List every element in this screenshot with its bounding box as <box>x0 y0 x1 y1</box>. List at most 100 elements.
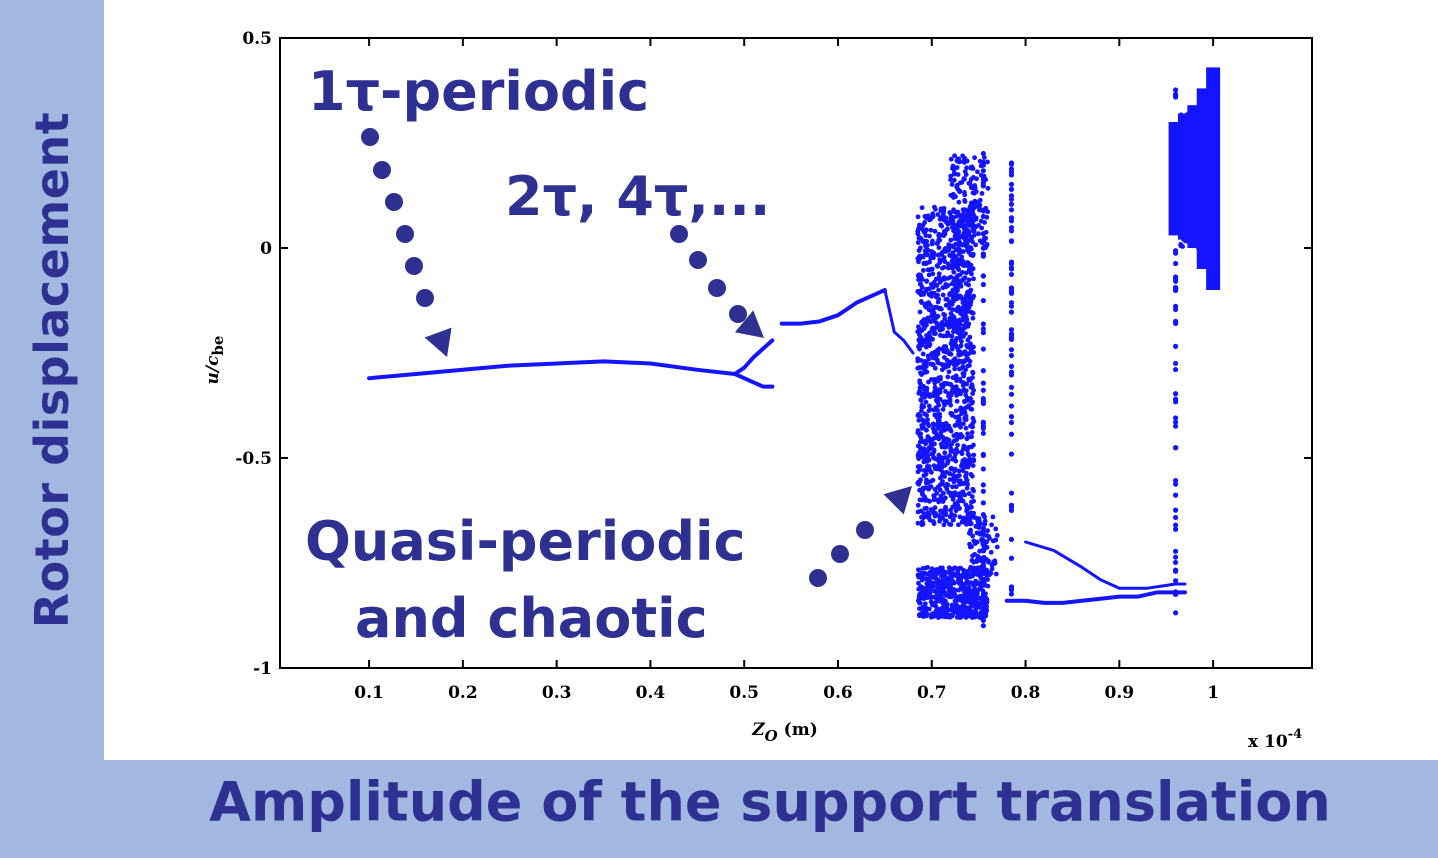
chaos-point <box>946 362 951 368</box>
chaos-point <box>967 541 972 547</box>
chaos-point <box>923 344 929 350</box>
chaos-point <box>921 325 927 331</box>
chaos-point <box>968 200 974 206</box>
chaos-point <box>974 596 980 602</box>
chaos-point <box>917 433 923 438</box>
series-lower-branch <box>1004 590 1187 605</box>
streak-point <box>1008 285 1015 291</box>
chaos-point <box>934 432 940 438</box>
chaos-point <box>952 513 958 519</box>
streak-point <box>980 346 986 352</box>
chaos-point <box>939 382 944 388</box>
chaos-point <box>916 390 922 396</box>
chaos-point <box>974 176 979 182</box>
chaos-point <box>926 593 931 599</box>
chaos-point <box>1181 236 1186 242</box>
chaos-point <box>1200 231 1206 236</box>
chaos-point <box>928 227 934 233</box>
chaos-point <box>952 423 958 428</box>
chaos-point <box>963 243 969 248</box>
x-tick-label: 0.4 <box>636 683 666 703</box>
chaos-point <box>957 239 963 245</box>
chaos-point <box>944 320 950 325</box>
annotation-quasi-periodic: Quasi-periodic <box>305 510 746 573</box>
chaos-point <box>942 399 948 405</box>
chaos-point <box>919 402 925 408</box>
chaos-point <box>974 200 980 206</box>
chaos-point <box>961 277 966 282</box>
chaos-point <box>916 277 921 283</box>
streak-point <box>980 430 986 436</box>
chaos-point <box>924 260 930 266</box>
chaos-point <box>1206 187 1211 193</box>
streak-point <box>1172 526 1179 532</box>
arrow-dot <box>689 251 707 269</box>
chaos-point <box>950 456 956 462</box>
chaos-point <box>985 577 990 582</box>
chaos-point <box>961 567 966 573</box>
chaos-point <box>937 305 943 311</box>
chaos-point <box>924 278 930 284</box>
chaos-point <box>1195 184 1201 190</box>
chaos-point <box>968 384 974 390</box>
chaos-point <box>963 425 969 431</box>
chaos-point <box>948 594 954 600</box>
arrow-dot <box>385 193 403 211</box>
chaos-point <box>1183 123 1188 128</box>
chaos-point <box>934 571 940 576</box>
chaos-point <box>926 576 932 581</box>
chaos-point <box>947 302 953 308</box>
chaos-point <box>936 436 942 442</box>
chaos-point <box>971 580 977 586</box>
chaos-point <box>973 242 979 248</box>
chaos-point <box>964 260 970 265</box>
chaos-point <box>975 567 980 573</box>
chaos-point <box>957 578 963 583</box>
chaos-point <box>964 158 970 164</box>
chaos-point <box>986 534 992 539</box>
chaos-point <box>940 576 946 581</box>
chaos-point <box>970 369 976 375</box>
streak-point <box>980 488 986 494</box>
chaos-point <box>931 580 936 586</box>
chaos-point <box>922 360 928 366</box>
streak-point <box>1008 303 1015 309</box>
chaos-point <box>925 247 931 253</box>
chaos-point <box>923 438 929 444</box>
chaos-point <box>955 449 960 455</box>
arrow-dot <box>405 257 423 275</box>
chaos-point <box>1179 115 1185 121</box>
chaos-point <box>953 484 959 490</box>
chaos-point <box>960 515 966 521</box>
chaos-point <box>985 209 991 215</box>
chaos-point <box>960 153 966 159</box>
chaos-point <box>954 437 960 443</box>
streak-point <box>1008 591 1015 597</box>
chaos-point <box>978 172 984 178</box>
chaos-point <box>958 434 964 440</box>
chaos-point <box>993 526 999 532</box>
chaos-point <box>919 205 925 211</box>
chaos-point <box>926 379 931 385</box>
chaos-point <box>970 391 976 396</box>
chaos-point <box>966 277 972 283</box>
streak-point <box>1008 414 1015 420</box>
chaos-point <box>923 467 929 473</box>
streak-point <box>1008 327 1015 333</box>
chaos-point <box>966 345 972 350</box>
chaos-point <box>957 247 962 252</box>
chaos-point <box>928 484 934 490</box>
chaos-point <box>919 277 925 282</box>
arrow-dot <box>809 569 827 587</box>
annotation-1tau-periodic: 1τ-periodic <box>308 60 649 123</box>
chaos-point <box>917 342 923 348</box>
chaos-point <box>1183 225 1189 231</box>
chaos-point <box>923 304 929 310</box>
streak-point <box>1008 332 1015 338</box>
chaos-point <box>941 233 947 239</box>
chaos-point <box>948 402 954 408</box>
streak-point <box>1172 559 1179 566</box>
chaos-point <box>940 609 946 615</box>
chaos-point <box>923 319 929 324</box>
chaos-point <box>939 457 945 463</box>
